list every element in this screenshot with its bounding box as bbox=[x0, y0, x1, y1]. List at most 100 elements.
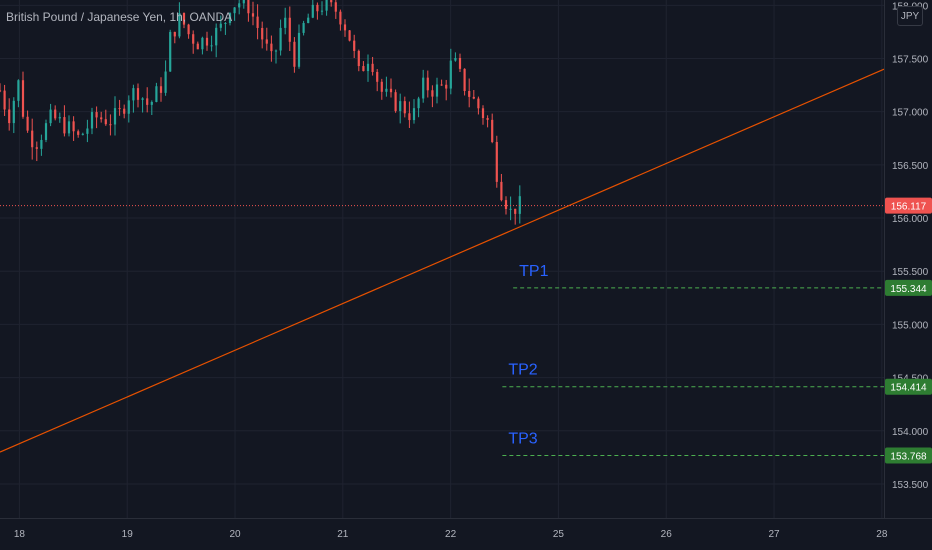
candle-body bbox=[486, 118, 489, 120]
y-tick-label: 156.500 bbox=[892, 161, 929, 172]
candle-body bbox=[113, 108, 117, 125]
candle-body bbox=[477, 98, 480, 109]
candle bbox=[187, 23, 190, 39]
candle bbox=[146, 87, 149, 113]
candle-body bbox=[242, 0, 245, 4]
candle-body bbox=[192, 34, 195, 44]
candle-body bbox=[288, 17, 291, 42]
candle bbox=[509, 196, 512, 221]
candle bbox=[201, 36, 204, 55]
target-price-label-3: 153.768 bbox=[890, 451, 927, 462]
candle bbox=[431, 85, 434, 108]
candle bbox=[399, 93, 402, 124]
candle bbox=[113, 96, 117, 136]
candle-body bbox=[394, 92, 397, 112]
target-label-1: TP1 bbox=[519, 263, 548, 280]
candle-body bbox=[95, 112, 98, 118]
target-label-3: TP3 bbox=[508, 430, 537, 447]
candle bbox=[67, 115, 71, 137]
target-price-tag-3 bbox=[885, 447, 932, 464]
candle-body bbox=[81, 133, 84, 135]
candle bbox=[500, 173, 503, 202]
drawing-layer[interactable]: TP1 TP2 TP3 bbox=[0, 68, 885, 456]
candle-body bbox=[72, 121, 75, 132]
candle-body bbox=[389, 88, 393, 93]
candle bbox=[238, 0, 241, 15]
candle bbox=[274, 49, 278, 64]
candle-body bbox=[100, 117, 103, 120]
price-axis[interactable]: 153.500154.000154.500155.000155.500156.0… bbox=[884, 0, 932, 550]
candle-body bbox=[54, 109, 57, 119]
candle-body bbox=[376, 71, 379, 82]
candle bbox=[302, 20, 305, 36]
candle bbox=[159, 77, 163, 102]
candle-body bbox=[371, 63, 374, 72]
candle-body bbox=[178, 13, 181, 37]
candle bbox=[58, 112, 61, 123]
candle bbox=[12, 97, 15, 134]
candle-body bbox=[514, 208, 517, 214]
candle bbox=[182, 12, 186, 29]
candle-body bbox=[104, 119, 107, 125]
y-tick-label: 155.000 bbox=[892, 320, 929, 331]
candle-body bbox=[431, 90, 434, 97]
candle-body bbox=[150, 101, 153, 105]
candle-body bbox=[408, 113, 411, 121]
candle bbox=[330, 0, 333, 7]
candle bbox=[325, 0, 328, 16]
candle-body bbox=[182, 13, 186, 25]
candle bbox=[307, 13, 310, 24]
chart-grid bbox=[0, 0, 884, 518]
candle-body bbox=[90, 112, 94, 129]
candle-body bbox=[215, 27, 218, 46]
candle bbox=[468, 78, 471, 108]
time-axis[interactable]: 18 19 20 21 22 25 26 27 28 bbox=[0, 518, 932, 541]
candle-body bbox=[385, 88, 388, 92]
x-tick-label: 19 bbox=[122, 529, 134, 540]
candle-body bbox=[205, 37, 209, 46]
x-tick-label: 28 bbox=[876, 529, 888, 540]
candle-body bbox=[339, 11, 342, 25]
candle bbox=[334, 0, 337, 19]
y-tick-label: 153.500 bbox=[892, 480, 929, 491]
candle bbox=[514, 208, 517, 225]
x-tick-label: 21 bbox=[337, 529, 349, 540]
candle-body bbox=[118, 108, 121, 110]
candle-body bbox=[509, 208, 512, 210]
candle bbox=[54, 105, 57, 121]
candle bbox=[339, 9, 342, 31]
candle-body bbox=[238, 3, 241, 8]
candle bbox=[477, 96, 480, 115]
candle-body bbox=[196, 43, 199, 50]
trendline[interactable] bbox=[0, 68, 885, 453]
candle-body bbox=[146, 98, 149, 105]
candle-body bbox=[445, 84, 448, 89]
current-price-label: 156.117 bbox=[891, 202, 927, 213]
candle bbox=[215, 23, 218, 58]
candle-body bbox=[26, 116, 29, 131]
candle bbox=[109, 114, 112, 136]
target-label-2: TP2 bbox=[508, 362, 537, 379]
candle bbox=[440, 79, 443, 86]
candle-body bbox=[136, 88, 140, 100]
candle bbox=[353, 34, 356, 58]
currency-badge[interactable]: JPY bbox=[897, 6, 923, 26]
y-tick-label: 156.000 bbox=[892, 214, 929, 225]
x-tick-label: 26 bbox=[661, 529, 673, 540]
candle bbox=[472, 90, 475, 100]
candle-body bbox=[127, 100, 130, 114]
candle-body bbox=[293, 41, 296, 67]
candle-body bbox=[399, 101, 402, 112]
candle bbox=[481, 105, 485, 125]
candle-body bbox=[504, 200, 508, 210]
candle bbox=[31, 118, 34, 160]
candle-body bbox=[3, 90, 6, 110]
candle-body bbox=[468, 90, 471, 97]
candle bbox=[164, 60, 167, 96]
candle-body bbox=[247, 0, 250, 14]
candle bbox=[284, 7, 287, 35]
candle-body bbox=[362, 66, 365, 72]
candle-body bbox=[440, 84, 443, 86]
candle-body bbox=[325, 0, 328, 11]
